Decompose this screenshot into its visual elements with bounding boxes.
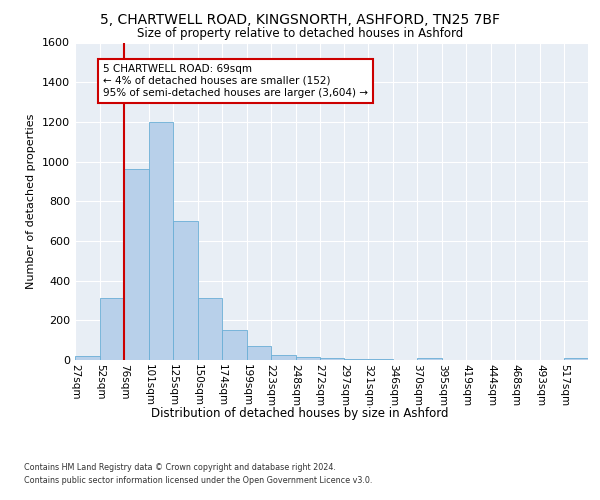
Bar <box>149 122 173 360</box>
Bar <box>418 358 442 360</box>
Bar <box>173 221 198 360</box>
Text: 5, CHARTWELL ROAD, KINGSNORTH, ASHFORD, TN25 7BF: 5, CHARTWELL ROAD, KINGSNORTH, ASHFORD, … <box>100 12 500 26</box>
Text: Contains HM Land Registry data © Crown copyright and database right 2024.: Contains HM Land Registry data © Crown c… <box>24 462 336 471</box>
Bar <box>320 358 344 360</box>
Bar <box>124 170 149 360</box>
Bar <box>75 356 100 360</box>
Bar <box>344 359 368 360</box>
Bar <box>247 346 271 360</box>
Bar <box>296 357 320 360</box>
Bar <box>100 298 124 360</box>
Bar <box>271 355 296 360</box>
Text: 5 CHARTWELL ROAD: 69sqm
← 4% of detached houses are smaller (152)
95% of semi-de: 5 CHARTWELL ROAD: 69sqm ← 4% of detached… <box>103 64 368 98</box>
Y-axis label: Number of detached properties: Number of detached properties <box>26 114 37 289</box>
Bar <box>198 298 222 360</box>
Text: Distribution of detached houses by size in Ashford: Distribution of detached houses by size … <box>151 408 449 420</box>
Text: Contains public sector information licensed under the Open Government Licence v3: Contains public sector information licen… <box>24 476 373 485</box>
Bar <box>564 358 588 360</box>
Bar <box>222 330 247 360</box>
Text: Size of property relative to detached houses in Ashford: Size of property relative to detached ho… <box>137 28 463 40</box>
